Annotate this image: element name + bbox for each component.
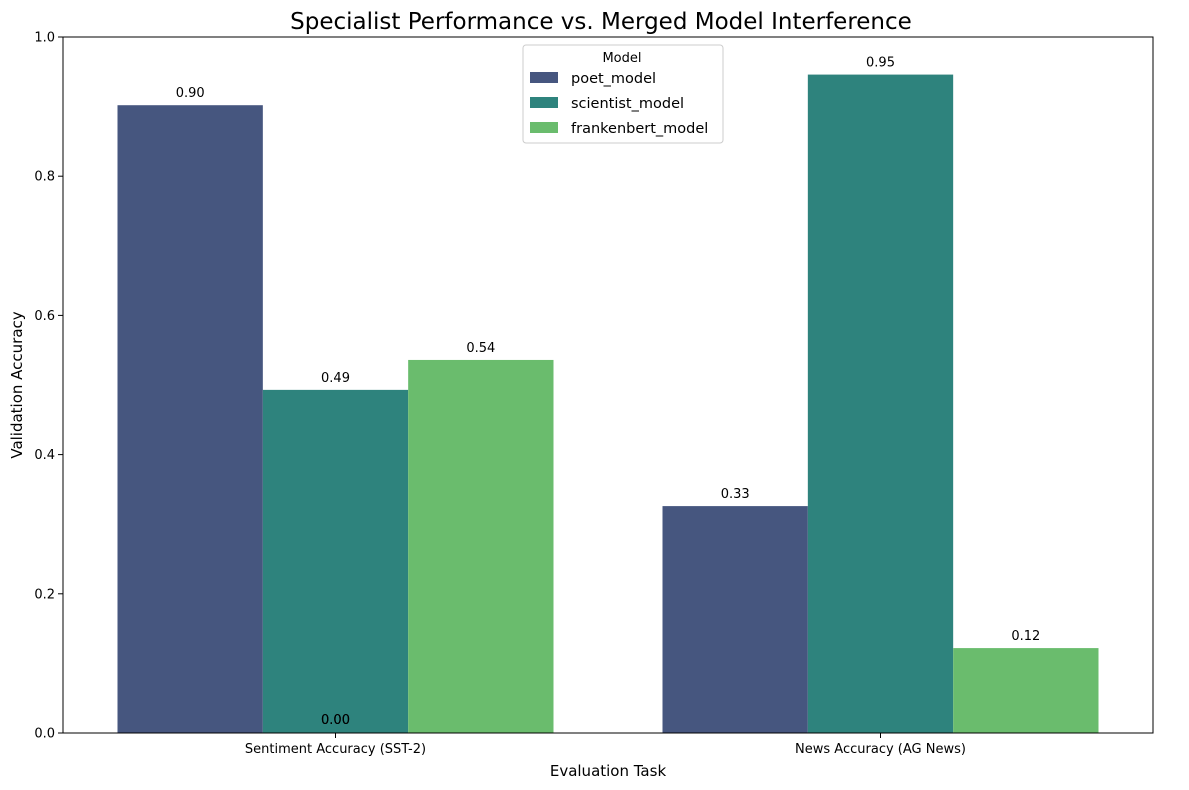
legend-label-frankenbert_model: frankenbert_model — [571, 121, 708, 137]
y-tick-label: 0.8 — [34, 170, 55, 185]
x-axis: Sentiment Accuracy (SST-2) News Accuracy … — [245, 733, 966, 757]
data-label-poet_model-0: 0.90 — [176, 86, 205, 101]
data-label-scientist_model-0: 0.49 — [321, 371, 350, 386]
data-labels-group: 0.900.490.540.330.950.120.000.00 — [176, 56, 1041, 728]
bar-frankenbert_model-0 — [408, 359, 554, 733]
x-tick-label: Sentiment Accuracy (SST-2) — [245, 742, 426, 757]
bars-group — [117, 74, 1099, 734]
chart-title: Specialist Performance vs. Merged Model … — [290, 9, 912, 35]
legend-label-poet_model: poet_model — [571, 71, 656, 87]
zero-label-0: 0.00 — [321, 713, 350, 728]
y-axis-label: Validation Accuracy — [8, 311, 26, 458]
y-tick-label: 1.0 — [34, 31, 55, 46]
legend-box — [522, 44, 724, 144]
y-axis: 0.0 0.2 0.4 0.6 0.8 1.0 — [34, 31, 63, 742]
legend: Model poet_model scientist_model frankenbe… — [522, 44, 724, 144]
legend-swatch-scientist_model — [530, 97, 558, 108]
legend-swatch-frankenbert_model — [530, 122, 558, 133]
y-tick-label: 0.2 — [34, 587, 55, 602]
bar-scientist_model-1 — [807, 74, 954, 734]
data-label-poet_model-1: 0.33 — [721, 487, 750, 502]
data-label-frankenbert_model-1: 0.12 — [1011, 629, 1040, 644]
legend-swatch-poet_model — [530, 72, 558, 83]
legend-title: Model — [602, 51, 641, 66]
y-tick-label: 0.4 — [34, 448, 55, 463]
bar-poet_model-0 — [117, 105, 263, 733]
data-label-scientist_model-1: 0.95 — [866, 56, 895, 71]
bar-frankenbert_model-1 — [953, 648, 1099, 733]
x-axis-label: Evaluation Task — [550, 762, 667, 780]
zero-label-1: 0.00 — [321, 713, 350, 728]
data-label-frankenbert_model-0: 0.54 — [466, 341, 495, 356]
x-tick-label: News Accuracy (AG News) — [795, 742, 966, 757]
bar-scientist_model-0 — [262, 389, 409, 733]
bar-poet_model-1 — [662, 506, 808, 733]
y-tick-label: 0.6 — [34, 309, 55, 324]
y-tick-label: 0.0 — [34, 727, 55, 742]
legend-label-scientist_model: scientist_model — [571, 96, 684, 112]
plot-frame — [62, 36, 1154, 734]
